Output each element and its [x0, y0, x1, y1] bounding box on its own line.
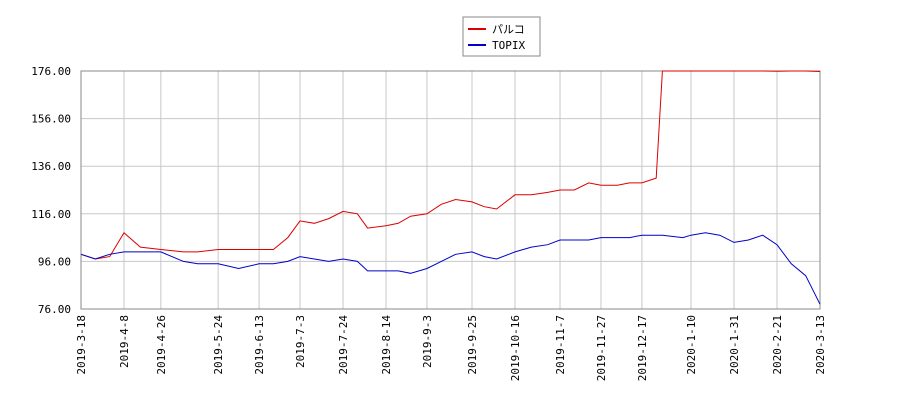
x-tick-label: 2019-5-24	[212, 315, 225, 375]
x-tick-label: 2020-3-13	[814, 315, 827, 375]
legend-label: TOPIX	[492, 39, 525, 52]
x-tick-label: 2019-10-16	[509, 315, 522, 381]
plot-frame	[80, 70, 821, 310]
x-tick-label: 2019-7-24	[337, 315, 350, 375]
x-tick-label: 2019-8-14	[380, 315, 393, 375]
x-tick-label: 2019-12-17	[636, 315, 649, 381]
y-tick-label: 156.00	[31, 113, 71, 126]
x-tick-label: 2019-4-26	[155, 315, 168, 375]
x-tick-label: 2019-9-25	[466, 315, 479, 375]
y-tick-label: 96.00	[38, 255, 71, 268]
x-tick-label: 2019-11-7	[554, 315, 567, 375]
x-tick-label: 2020-2-21	[771, 315, 784, 375]
x-tick-label: 2019-9-3	[421, 315, 434, 368]
legend-box	[462, 16, 541, 57]
x-tick-label: 2019-6-13	[253, 315, 266, 375]
x-tick-label: 2020-1-31	[728, 315, 741, 375]
series-line	[80, 232, 821, 305]
x-tick-label: 2020-1-10	[685, 315, 698, 375]
y-tick-label: 176.00	[31, 65, 71, 78]
y-tick-label: 116.00	[31, 208, 71, 221]
legend-label: パルコ	[492, 23, 525, 36]
series-line	[80, 70, 821, 260]
y-tick-label: 136.00	[31, 160, 71, 173]
y-tick-label: 76.00	[38, 303, 71, 316]
x-tick-label: 2019-3-18	[75, 315, 88, 375]
x-tick-label: 2019-11-27	[595, 315, 608, 381]
x-tick-label: 2019-4-8	[118, 315, 131, 368]
x-tick-label: 2019-7-3	[294, 315, 307, 368]
